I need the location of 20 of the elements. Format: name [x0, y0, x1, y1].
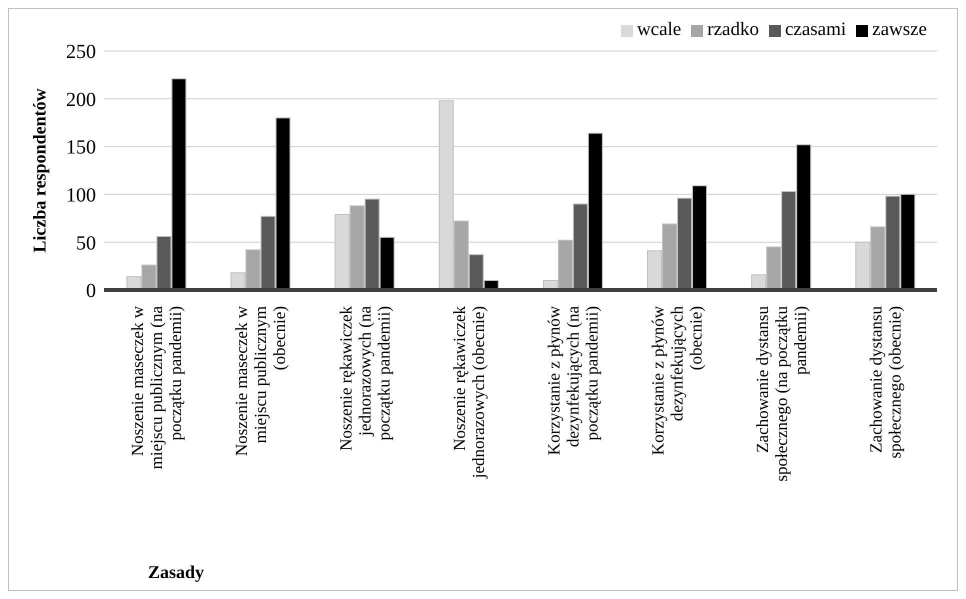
x-tick-label: Zachowanie dystansu społecznego (na początku pandemii): [752, 306, 810, 482]
legend-label: wcale: [636, 19, 682, 40]
legend-label: rzadko: [707, 19, 759, 40]
x-axis-title: Zasady: [148, 562, 204, 582]
x-tick-label: Noszenie maseczek w miejscu publicznym (na początku pandemii): [128, 305, 186, 470]
legend-label: zawsze: [872, 19, 927, 40]
x-tick-label: Noszenie maseczek w miejscu publicznym (obecnie): [232, 305, 290, 456]
x-tick-label: Noszenie rękawiczek jednorazowych (na początku pandemii): [336, 306, 394, 451]
x-tick-label: Korzystanie z płynów dezynfekujących (obecnie): [648, 305, 706, 456]
y-tick-label: 250: [66, 41, 96, 64]
y-tick-label: 100: [66, 184, 96, 206]
y-tick-label: 150: [66, 136, 96, 159]
legend-label: czasami: [784, 19, 846, 40]
x-tick-label: Noszenie rękawiczek jednorazowych (obecnie): [450, 306, 488, 480]
y-axis-title: Liczba respondentów: [29, 88, 50, 253]
y-tick-label: 200: [66, 88, 96, 111]
y-tick-label: 0: [86, 280, 96, 302]
x-tick-label: Zachowanie dystansu społecznego (obecnie): [866, 306, 904, 458]
y-tick-label: 50: [76, 232, 96, 254]
x-tick-label: Korzystanie z płynów dezynfekujących (na początku pandemii): [544, 305, 602, 456]
